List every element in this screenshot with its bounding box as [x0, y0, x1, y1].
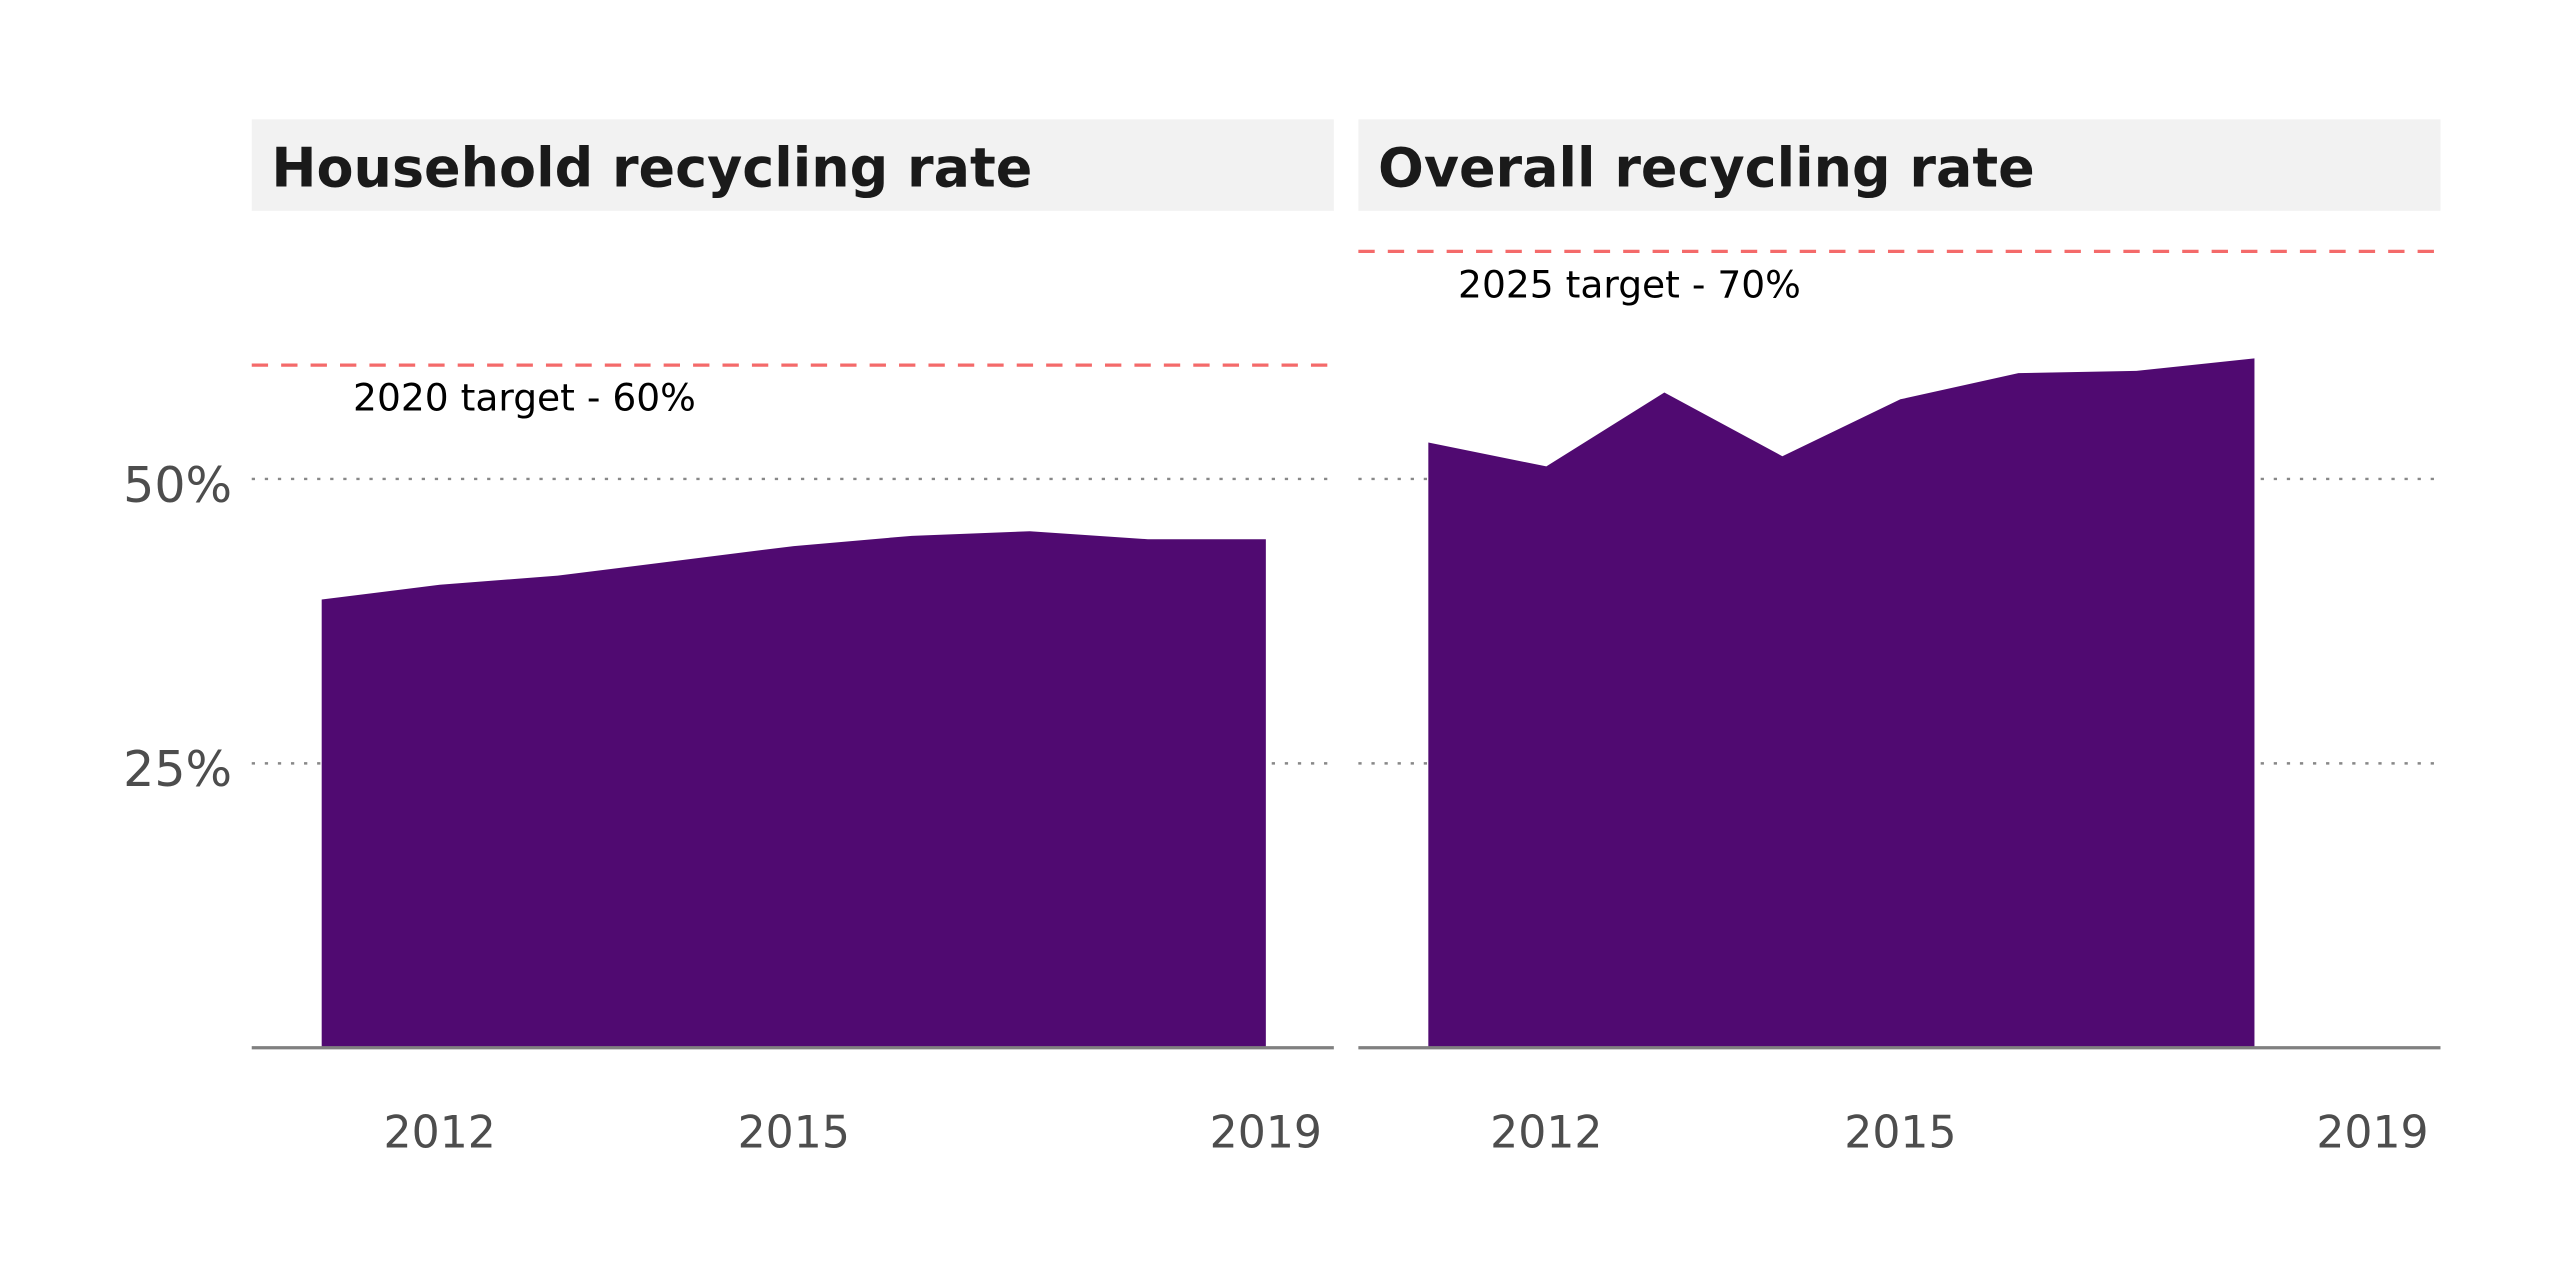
area-series [321, 531, 1266, 1048]
panel-title: Overall recycling rate [1378, 136, 2035, 199]
area-series [1428, 358, 2255, 1048]
x-tick-label: 2012 [384, 1107, 496, 1158]
x-tick-label: 2015 [1844, 1107, 1956, 1158]
x-tick-label: 2019 [1210, 1107, 1322, 1158]
x-tick-label: 2019 [2316, 1107, 2428, 1158]
panel-title-background [1358, 119, 2441, 211]
y-tick-label: 50% [123, 456, 232, 514]
target-label: 2025 target - 70% [1458, 263, 1801, 307]
x-tick-label: 2012 [1490, 1107, 1602, 1158]
y-tick-label: 25% [123, 740, 232, 798]
panel-household: Household recycling rate 50% 25% 2020 ta… [123, 119, 1334, 1158]
panel-title: Household recycling rate [271, 136, 1032, 199]
x-tick-label: 2015 [738, 1107, 850, 1158]
target-label: 2020 target - 60% [353, 375, 696, 419]
panel-title-background [251, 119, 1334, 211]
panel-overall: Overall recycling rate 2025 target - 70%… [1358, 119, 2441, 1158]
